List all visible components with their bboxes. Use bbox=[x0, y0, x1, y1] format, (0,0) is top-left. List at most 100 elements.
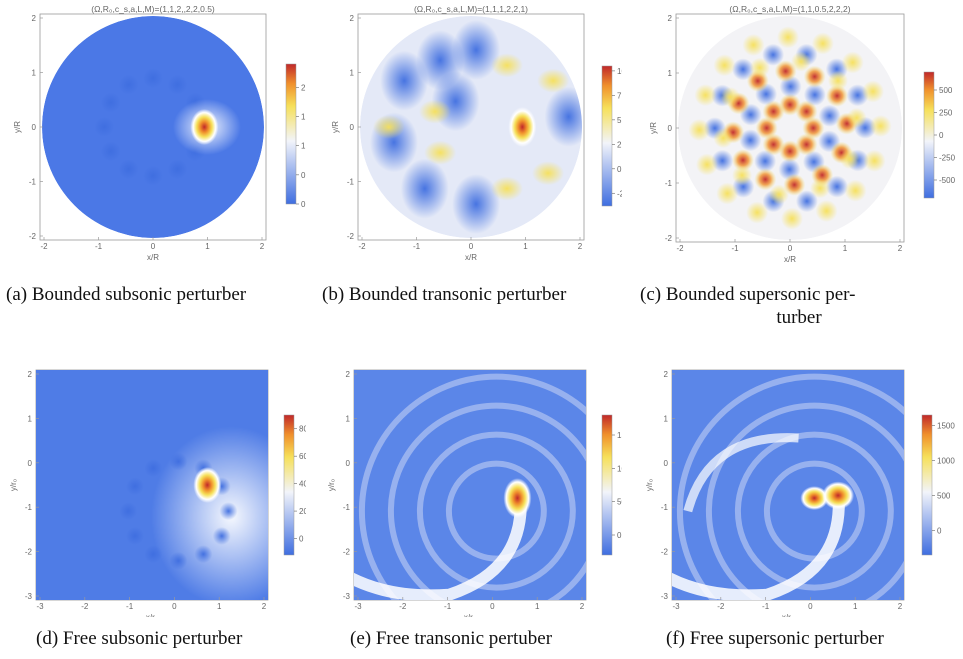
x-tick-label: -2 bbox=[358, 242, 366, 251]
y-tick-label: -1 bbox=[665, 179, 673, 188]
plot-a: (Ω,R₀,c_s,a,L,M)=(1,1,2,,2,2,0.5) -2 -1 0 1 2… bbox=[13, 4, 306, 262]
x-tick-label: -1 bbox=[413, 242, 421, 251]
plot-b: (Ω,R₀,c_s,a,L,M)=(1,1,1,2,2,1)-2 -1 0 1 2210… bbox=[331, 4, 622, 262]
field-trough bbox=[380, 50, 429, 111]
field-ring-spot bbox=[194, 545, 213, 564]
x-axis-label: x/r₀ bbox=[146, 613, 158, 617]
field-ring-spot bbox=[144, 459, 163, 478]
field-ring-spot bbox=[861, 80, 884, 103]
field-ring-spot bbox=[119, 502, 138, 521]
caption-line: (c) Bounded supersonic per- bbox=[640, 284, 856, 305]
field-ring-spot bbox=[94, 117, 115, 137]
caption-b: (b) Bounded transonic perturber bbox=[322, 284, 566, 306]
field-ring-spot bbox=[694, 84, 717, 107]
field-ring-spot bbox=[802, 117, 825, 139]
field-ring-spot bbox=[167, 159, 188, 180]
field-ring-spot bbox=[762, 133, 785, 156]
x-tick-label: -2 bbox=[81, 602, 89, 611]
field-ring-spot bbox=[783, 173, 806, 196]
colorbar-tick-label: 5.0 bbox=[617, 116, 622, 125]
y-tick-label: 0 bbox=[28, 459, 33, 468]
caption-text: Free transonic pertuber bbox=[375, 628, 553, 649]
colorbar-tick-label: 1500 bbox=[617, 431, 622, 440]
field-ring-spot bbox=[795, 133, 818, 156]
colorbar bbox=[285, 63, 297, 205]
y-tick-label: 0 bbox=[350, 123, 355, 132]
field-ring-spot bbox=[118, 74, 139, 95]
caption-label: (d) bbox=[36, 628, 59, 649]
colorbar-tick-label: 0 bbox=[299, 535, 304, 544]
caption-label: (a) bbox=[6, 284, 28, 305]
field-ring-spot bbox=[825, 175, 848, 198]
field-ring-spot bbox=[144, 545, 163, 564]
caption-text: Free subsonic perturber bbox=[62, 628, 243, 649]
colorbar-tick-label: -2.5 bbox=[617, 189, 622, 198]
y-axis-label: y/R bbox=[13, 121, 22, 133]
y-tick-label: -1 bbox=[343, 503, 351, 512]
field-trough bbox=[452, 174, 501, 235]
colorbar-tick-label: 0 bbox=[617, 531, 622, 540]
field-ring-spot bbox=[803, 83, 826, 106]
plot-f: -3 -2 -1 0 1 2 2 1 0 -1 -2 -3 x/r₀ y/r₀ 1500 1000 500 0 bbox=[645, 369, 955, 617]
field-ring-spot bbox=[791, 51, 812, 72]
field-ring-spot bbox=[688, 118, 711, 141]
x-axis-label: x/r₀ bbox=[782, 613, 794, 617]
y-tick-label: 1 bbox=[668, 69, 673, 78]
y-tick-label: -3 bbox=[343, 592, 351, 601]
colorbar-tick-label: 400 bbox=[299, 480, 306, 489]
field-ring-spot bbox=[732, 58, 755, 81]
x-tick-label: -2 bbox=[40, 242, 48, 251]
field-ring-spot bbox=[696, 153, 719, 176]
field-ring bbox=[387, 402, 586, 600]
x-tick-label: 1 bbox=[843, 244, 848, 253]
x-tick-label: -2 bbox=[676, 244, 684, 253]
plot-c: (Ω,R₀,c_s,a,L,M)=(1,1,0.5,2,2,2) -2 -1 0 1 2 2… bbox=[649, 4, 956, 264]
perturber-peak bbox=[193, 467, 222, 503]
caption-text: Free supersonic perturber bbox=[689, 628, 884, 649]
y-tick-label: 0 bbox=[668, 124, 673, 133]
field-crest bbox=[490, 53, 523, 78]
field-wake-arm bbox=[672, 489, 845, 600]
y-axis-label: y/r₀ bbox=[9, 479, 18, 491]
x-axis-label: x/R bbox=[147, 253, 159, 262]
field-ring-spot bbox=[844, 179, 867, 202]
field-wake-arm bbox=[683, 433, 799, 513]
colorbar-tick-label: 0 bbox=[939, 131, 944, 140]
caption-c: (c) Bounded supersonic per-turber bbox=[640, 284, 958, 329]
density-field bbox=[354, 370, 586, 600]
field-ring-spot bbox=[713, 128, 734, 149]
field-ring-spot bbox=[754, 150, 777, 173]
field-ring-spot bbox=[811, 32, 834, 55]
panel-b: (Ω,R₀,c_s,a,L,M)=(1,1,1,2,2,1) -2 -1 0 1 2 2 1 0… bbox=[322, 4, 622, 266]
field-ring-spot bbox=[749, 57, 770, 78]
colorbar bbox=[601, 414, 613, 556]
x-tick-label: 0 bbox=[808, 602, 813, 611]
field-crest bbox=[424, 140, 457, 165]
field-ring-spot bbox=[731, 149, 754, 172]
density-field bbox=[36, 370, 268, 600]
x-tick-label: -2 bbox=[717, 602, 725, 611]
x-tick-label: -3 bbox=[36, 602, 44, 611]
y-tick-label: 2 bbox=[32, 14, 37, 23]
x-tick-label: -1 bbox=[444, 602, 452, 611]
colorbar bbox=[601, 65, 613, 207]
field-ring-spot bbox=[762, 43, 785, 66]
y-tick-label: -1 bbox=[25, 503, 33, 512]
y-tick-label: 1 bbox=[346, 414, 351, 423]
x-tick-label: -1 bbox=[126, 602, 134, 611]
y-axis-label: y/r₀ bbox=[327, 479, 336, 491]
field-ring-spot bbox=[779, 93, 801, 116]
field-ring-spot bbox=[803, 65, 826, 88]
field-crest bbox=[537, 68, 570, 93]
panel-e: -3 -2 -1 0 1 2 2 1 0 -1 -2 -3 x/r₀ y/r₀ 1500 1000 500 0 bbox=[322, 365, 622, 617]
y-tick-label: -2 bbox=[347, 232, 355, 241]
colorbar-tick-label: 0 bbox=[937, 527, 942, 536]
panel-a: (Ω,R₀,c_s,a,L,M)=(1,1,2,,2,2,0.5) -2 -1 0 1 2… bbox=[6, 4, 306, 266]
x-tick-label: 1 bbox=[523, 242, 528, 251]
perturber-peak bbox=[822, 481, 855, 510]
x-tick-label: 1 bbox=[853, 602, 858, 611]
colorbar-tick-label: 0 bbox=[301, 200, 306, 209]
panel-d: -3 -2 -1 0 1 2 2 1 0 -1 -2 -3 x/r₀ y/r₀ 800 600 400 200 0 bbox=[6, 365, 306, 617]
x-tick-label: -3 bbox=[354, 602, 362, 611]
field-ring-spot bbox=[863, 149, 886, 172]
